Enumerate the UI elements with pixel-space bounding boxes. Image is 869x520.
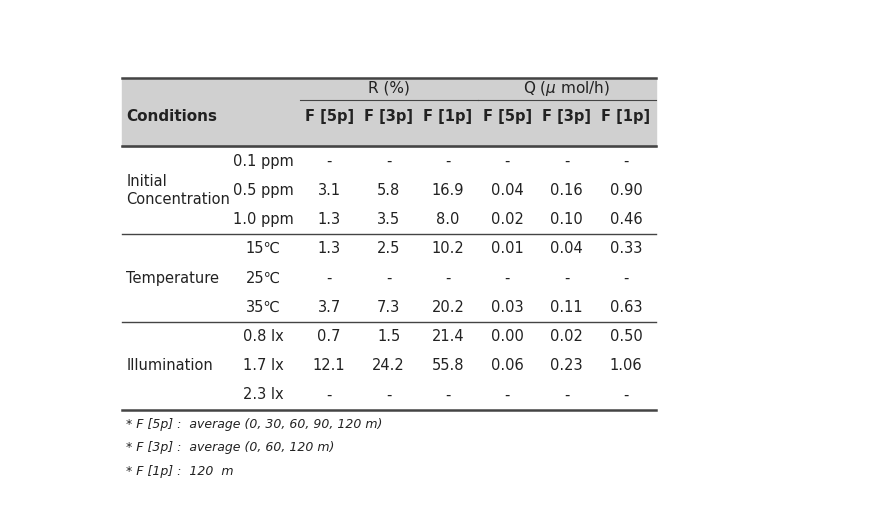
Text: 0.90: 0.90	[609, 183, 641, 198]
Text: -: -	[386, 387, 391, 402]
Text: Temperature: Temperature	[126, 270, 219, 285]
Text: 0.06: 0.06	[490, 358, 523, 373]
Text: 16.9: 16.9	[431, 183, 464, 198]
Text: -: -	[504, 270, 509, 285]
Text: F [5p]: F [5p]	[304, 109, 354, 124]
Text: 35℃: 35℃	[246, 300, 280, 315]
Text: F [1p]: F [1p]	[423, 109, 472, 124]
Text: -: -	[326, 153, 332, 168]
Text: 3.5: 3.5	[376, 212, 400, 227]
Text: 0.02: 0.02	[490, 212, 523, 227]
Text: -: -	[386, 153, 391, 168]
Text: 25℃: 25℃	[245, 270, 281, 285]
Text: 1.0 ppm: 1.0 ppm	[233, 212, 293, 227]
Text: -: -	[326, 387, 332, 402]
Text: -: -	[622, 387, 628, 402]
Text: * F [3p] :  average (0, 60, 120 m): * F [3p] : average (0, 60, 120 m)	[125, 441, 334, 454]
Text: 24.2: 24.2	[372, 358, 404, 373]
Text: -: -	[504, 387, 509, 402]
Text: 2.5: 2.5	[376, 241, 400, 256]
Text: 21.4: 21.4	[431, 329, 464, 344]
Text: F [3p]: F [3p]	[363, 109, 413, 124]
Text: 0.63: 0.63	[609, 300, 641, 315]
Text: 0.50: 0.50	[609, 329, 641, 344]
Text: 12.1: 12.1	[313, 358, 345, 373]
Text: Q ($\it{\mu}$ mol/h): Q ($\it{\mu}$ mol/h)	[522, 79, 609, 98]
Text: 10.2: 10.2	[431, 241, 464, 256]
Text: 0.8 lx: 0.8 lx	[242, 329, 283, 344]
Text: 0.23: 0.23	[549, 358, 582, 373]
Text: 1.7 lx: 1.7 lx	[242, 358, 283, 373]
Text: 55.8: 55.8	[431, 358, 464, 373]
Text: 0.01: 0.01	[490, 241, 523, 256]
Text: -: -	[622, 153, 628, 168]
Text: 0.46: 0.46	[609, 212, 641, 227]
Text: -: -	[386, 270, 391, 285]
Text: 5.8: 5.8	[376, 183, 400, 198]
Text: 0.7: 0.7	[317, 329, 341, 344]
Text: 0.11: 0.11	[549, 300, 582, 315]
Text: F [3p]: F [3p]	[541, 109, 590, 124]
Text: -: -	[445, 387, 450, 402]
Text: 0.04: 0.04	[549, 241, 582, 256]
Text: -: -	[563, 153, 568, 168]
Text: 0.03: 0.03	[490, 300, 523, 315]
Text: 1.5: 1.5	[376, 329, 400, 344]
Text: 0.5 ppm: 0.5 ppm	[233, 183, 293, 198]
Text: 0.10: 0.10	[549, 212, 582, 227]
Text: 0.1 ppm: 0.1 ppm	[233, 153, 293, 168]
Text: -: -	[445, 153, 450, 168]
Text: 0.02: 0.02	[549, 329, 582, 344]
Text: -: -	[326, 270, 332, 285]
Text: -: -	[622, 270, 628, 285]
Text: -: -	[563, 387, 568, 402]
Text: 1.3: 1.3	[317, 212, 341, 227]
Text: 8.0: 8.0	[435, 212, 459, 227]
Text: -: -	[504, 153, 509, 168]
Text: Initial
Concentration: Initial Concentration	[126, 174, 230, 206]
Text: 15℃: 15℃	[245, 241, 281, 256]
Text: 1.3: 1.3	[317, 241, 341, 256]
Text: 0.33: 0.33	[609, 241, 641, 256]
Text: 0.00: 0.00	[490, 329, 523, 344]
Text: * F [5p] :  average (0, 30, 60, 90, 120 m): * F [5p] : average (0, 30, 60, 90, 120 m…	[125, 418, 381, 431]
Text: 3.1: 3.1	[317, 183, 341, 198]
Text: F [5p]: F [5p]	[482, 109, 531, 124]
Text: 3.7: 3.7	[317, 300, 341, 315]
Text: 0.04: 0.04	[490, 183, 523, 198]
Text: F [1p]: F [1p]	[600, 109, 650, 124]
Text: 1.06: 1.06	[609, 358, 641, 373]
Text: 20.2: 20.2	[431, 300, 464, 315]
Text: 0.16: 0.16	[549, 183, 582, 198]
Text: Illumination: Illumination	[126, 358, 213, 373]
Text: -: -	[445, 270, 450, 285]
Text: 7.3: 7.3	[376, 300, 400, 315]
Text: * F [1p] :  120  m: * F [1p] : 120 m	[125, 465, 233, 478]
Text: 2.3 lx: 2.3 lx	[242, 387, 283, 402]
Text: R (%): R (%)	[368, 81, 409, 96]
Text: -: -	[563, 270, 568, 285]
Text: Conditions: Conditions	[126, 109, 217, 124]
